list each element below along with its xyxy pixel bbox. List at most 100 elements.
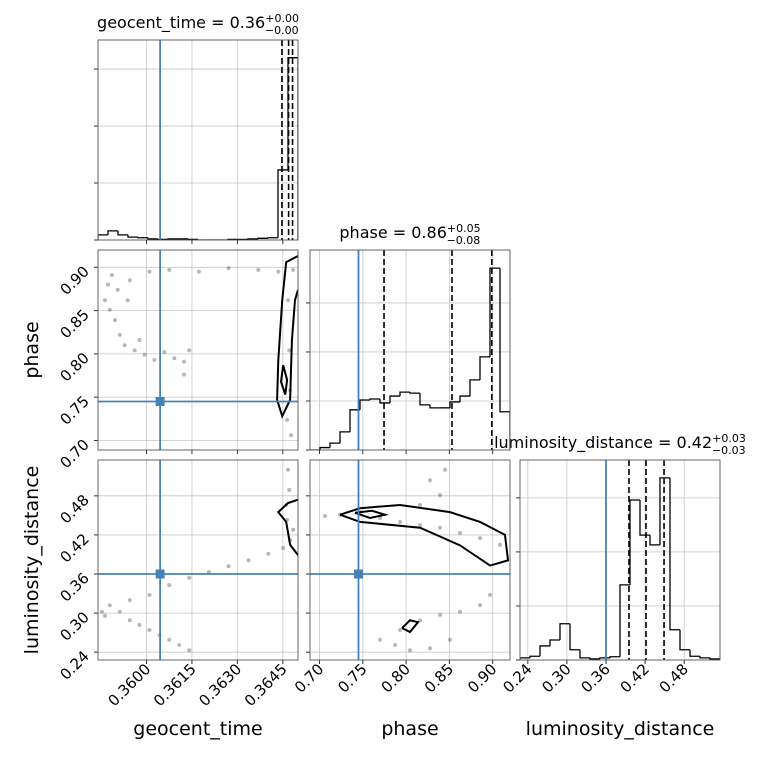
histogram-bin [98, 234, 108, 240]
sample-point [458, 530, 463, 535]
histogram-bin [147, 237, 158, 240]
sample-point [418, 523, 423, 528]
sample-point [127, 278, 132, 283]
histogram-bin [469, 379, 480, 397]
sample-point [438, 493, 443, 498]
sample-point [162, 350, 167, 355]
histogram-bin [349, 409, 360, 432]
histogram-bin [419, 393, 430, 406]
panel-frame [97, 459, 299, 661]
sample-point [177, 643, 182, 648]
sample-point [393, 643, 398, 648]
sample-point [285, 417, 290, 422]
panel-frame [309, 249, 511, 451]
sample-point [107, 603, 112, 608]
sample-point [125, 298, 130, 303]
title-upper: +0.03 [712, 432, 746, 445]
title-upper: +0.05 [447, 222, 481, 235]
sample-point [246, 558, 251, 563]
sample-point [286, 298, 290, 303]
histogram-bin [127, 234, 138, 238]
histogram-bin [649, 535, 660, 546]
truth-marker [155, 397, 165, 407]
contour [276, 498, 298, 556]
sample-point [291, 267, 296, 272]
sample-point [498, 542, 503, 547]
histogram-bin [329, 442, 340, 448]
contour [354, 509, 389, 520]
sample-point [102, 613, 107, 618]
panel [98, 40, 298, 240]
panel [520, 460, 720, 660]
sample-point [132, 348, 137, 353]
title-upper: +0.00 [265, 12, 299, 25]
x-axis-label: geocent_time [133, 718, 262, 740]
histogram-bin [609, 656, 620, 658]
sample-point [226, 564, 231, 569]
sample-point [187, 575, 192, 580]
histogram-bin [339, 431, 350, 444]
sample-point [147, 592, 152, 597]
sample-point [112, 318, 117, 323]
sample-point [115, 287, 120, 292]
histogram-bin [449, 401, 460, 408]
sample-point [398, 519, 403, 524]
sample-point [172, 356, 177, 361]
histogram-bin [107, 230, 118, 235]
histogram-bin [579, 649, 590, 659]
histogram-bin [709, 657, 720, 660]
panel-frame [519, 459, 721, 661]
histogram-bin [399, 391, 410, 397]
sample-point [256, 267, 261, 272]
panel [310, 250, 510, 450]
sample-point [147, 269, 152, 274]
histogram-bin [659, 477, 670, 545]
sample-point [488, 592, 493, 597]
histogram-bin [669, 477, 680, 631]
sample-point [438, 613, 443, 618]
sample-point [127, 598, 132, 603]
histogram-bin [499, 268, 510, 450]
x-axis-label: phase [381, 718, 438, 740]
histogram-bin [619, 584, 630, 657]
histogram-bin [479, 356, 490, 380]
sample-point [478, 536, 483, 541]
sample-point [291, 527, 296, 532]
y-axis-label: phase [21, 321, 43, 378]
histogram-bin [257, 237, 268, 239]
panel [310, 460, 510, 660]
sample-point [107, 307, 112, 312]
panel-frame [97, 249, 299, 451]
sample-point [438, 525, 443, 530]
sample-point [418, 502, 423, 507]
sample-point [187, 648, 192, 653]
sample-point [182, 372, 187, 377]
histogram-bin [379, 399, 390, 404]
sample-point [99, 609, 104, 614]
histogram-bin [409, 392, 420, 394]
histogram-bin [319, 446, 330, 450]
sample-point [109, 273, 114, 278]
sample-point [167, 267, 172, 272]
histogram-bin [529, 655, 540, 658]
sample-point [102, 298, 107, 303]
sample-point [226, 266, 231, 271]
panel-title: luminosity_distance = 0.42+0.03 −0.03 [494, 432, 746, 457]
contour [339, 503, 510, 567]
sample-point [147, 628, 152, 633]
sample-point [287, 348, 292, 353]
histogram-bin [699, 656, 710, 659]
sample-point [152, 357, 157, 362]
histogram-bin [459, 395, 470, 402]
histogram-bin [569, 623, 580, 651]
histogram-bin [157, 238, 168, 240]
panel-title: phase = 0.86+0.05 −0.08 [339, 222, 480, 247]
sample-point [206, 570, 211, 575]
sample-point [117, 332, 122, 337]
sample-point [448, 637, 452, 642]
histogram-bin [549, 639, 560, 646]
histogram-bin [359, 399, 370, 410]
sample-point [167, 583, 172, 588]
